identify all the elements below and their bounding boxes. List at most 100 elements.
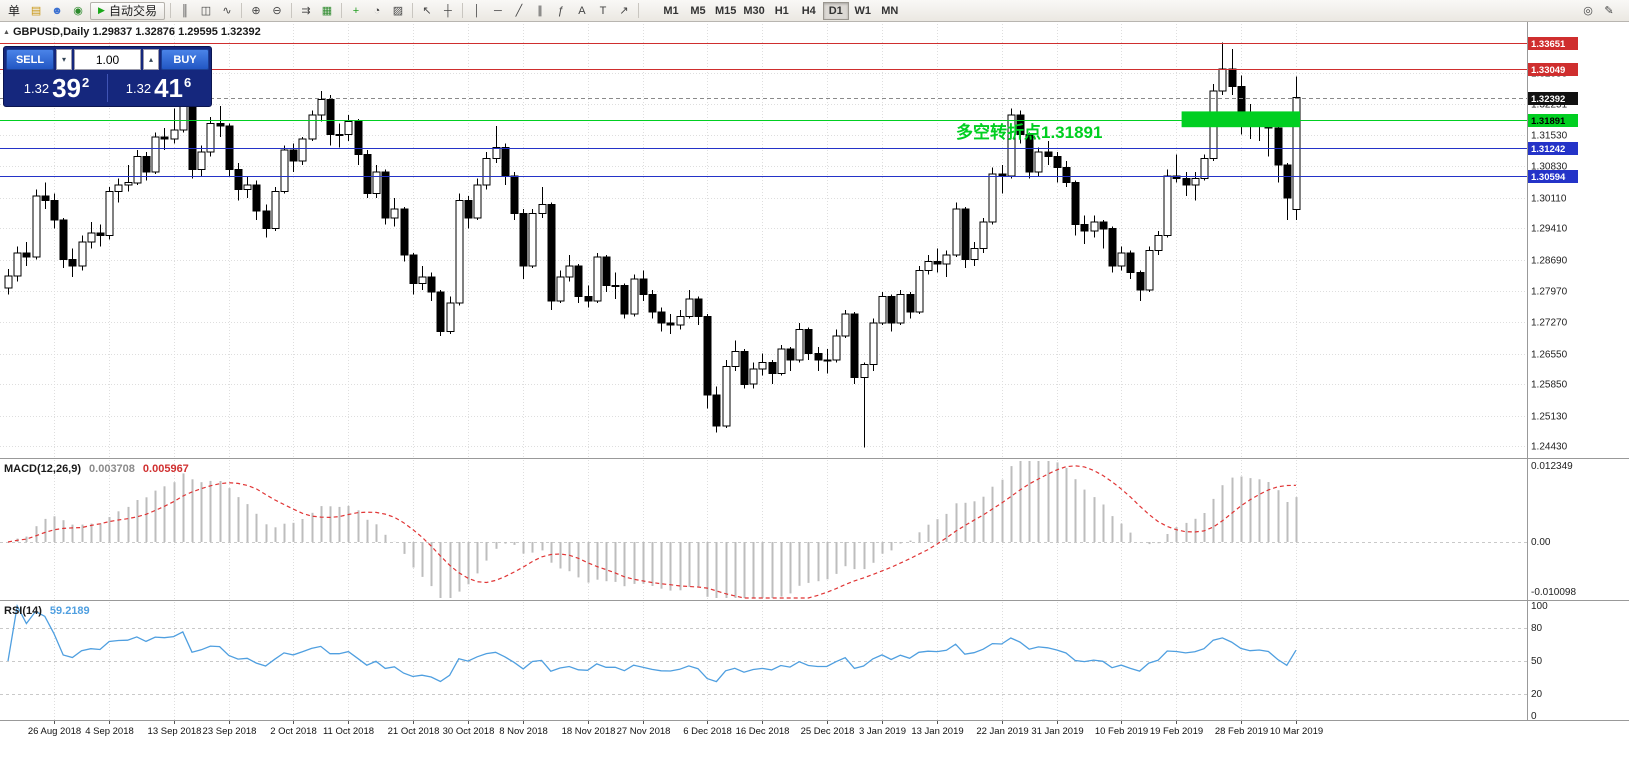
trendline-icon[interactable]: ╱ bbox=[509, 2, 529, 20]
price-badge bbox=[1528, 170, 1578, 183]
svg-text:8 Nov 2018: 8 Nov 2018 bbox=[499, 726, 548, 737]
candlestick-chart-icon[interactable]: ◫ bbox=[196, 2, 216, 20]
sell-button[interactable]: SELL bbox=[6, 49, 54, 70]
buy-price[interactable]: 1.32 41 6 bbox=[108, 72, 209, 104]
svg-text:18 Nov 2018: 18 Nov 2018 bbox=[562, 726, 616, 737]
svg-text:0.00: 0.00 bbox=[1531, 537, 1551, 548]
toolbar-separator bbox=[411, 3, 413, 18]
axis-layer: 1.329581.322511.315301.308301.301101.294… bbox=[0, 22, 1629, 722]
community-icon[interactable]: ◉ bbox=[68, 2, 88, 20]
horizontal-line-icon[interactable]: ─ bbox=[488, 2, 508, 20]
svg-text:25 Dec 2018: 25 Dec 2018 bbox=[801, 726, 855, 737]
buy-button[interactable]: BUY bbox=[161, 49, 209, 70]
svg-text:-0.010098: -0.010098 bbox=[1531, 587, 1576, 598]
sell-price-main: 1.32 bbox=[23, 80, 50, 96]
indicators-icon[interactable]: + bbox=[346, 2, 366, 20]
grid-layer bbox=[0, 24, 1527, 720]
highlight-rectangle bbox=[1181, 111, 1300, 128]
svg-text:0.012349: 0.012349 bbox=[1531, 461, 1573, 472]
svg-text:13 Sep 2018: 13 Sep 2018 bbox=[148, 726, 202, 737]
svg-text:19 Feb 2019: 19 Feb 2019 bbox=[1150, 726, 1203, 737]
svg-text:2 Oct 2018: 2 Oct 2018 bbox=[270, 726, 316, 737]
indicator-layer bbox=[7, 461, 1298, 683]
new-order-button[interactable]: 单 bbox=[4, 2, 24, 19]
zoom-in-icon[interactable]: ⊕ bbox=[246, 2, 266, 20]
sell-dropdown-icon[interactable]: ▾ bbox=[56, 49, 72, 70]
svg-text:1.30110: 1.30110 bbox=[1531, 194, 1567, 205]
svg-text:1.27970: 1.27970 bbox=[1531, 287, 1568, 298]
svg-text:1.29410: 1.29410 bbox=[1531, 224, 1568, 235]
svg-text:1.30594: 1.30594 bbox=[1531, 172, 1566, 183]
svg-text:23 Sep 2018: 23 Sep 2018 bbox=[203, 726, 257, 737]
line-chart-icon[interactable]: ∿ bbox=[217, 2, 237, 20]
rsi-header: RSI(14) 59.2189 bbox=[4, 605, 90, 617]
lot-size-input[interactable] bbox=[74, 49, 141, 70]
buy-price-big: 41 bbox=[154, 73, 183, 103]
zoom-out-icon[interactable]: ⊖ bbox=[267, 2, 287, 20]
auto-scroll-icon[interactable]: ⇉ bbox=[296, 2, 316, 20]
toolbar-separator bbox=[240, 3, 242, 18]
price-badge bbox=[1528, 114, 1578, 127]
svg-text:100: 100 bbox=[1531, 601, 1548, 612]
charts-grid-icon[interactable]: ▤ bbox=[26, 2, 46, 20]
templates-icon[interactable]: ▨ bbox=[388, 2, 408, 20]
autotrading-label: 自动交易 bbox=[108, 4, 157, 18]
chart-area: 多空转折点1.318911.329581.322511.315301.30830… bbox=[0, 22, 1629, 774]
price-badge bbox=[1528, 142, 1578, 155]
price-badge bbox=[1528, 63, 1578, 76]
svg-text:3 Jan 2019: 3 Jan 2019 bbox=[859, 726, 906, 737]
buy-price-sup: 6 bbox=[184, 75, 192, 90]
timeframe-M15[interactable]: M15 bbox=[712, 2, 739, 20]
macd-header: MACD(12,26,9) 0.003708 0.005967 bbox=[4, 463, 189, 475]
toolbar-left-group: ▤ ☻ ◉ bbox=[26, 2, 88, 20]
lot-increase-icon[interactable]: ▴ bbox=[143, 49, 159, 70]
label-icon[interactable]: T bbox=[593, 2, 613, 20]
periods-icon[interactable]: ◔ bbox=[367, 2, 387, 20]
sell-price-big: 39 bbox=[52, 73, 81, 103]
timeframe-M5[interactable]: M5 bbox=[685, 2, 711, 20]
svg-text:1.33651: 1.33651 bbox=[1531, 39, 1566, 50]
svg-text:22 Jan 2019: 22 Jan 2019 bbox=[976, 726, 1028, 737]
settings-icon[interactable]: ✎ bbox=[1599, 2, 1619, 20]
svg-text:27 Nov 2018: 27 Nov 2018 bbox=[617, 726, 671, 737]
timeframe-H4[interactable]: H4 bbox=[796, 2, 822, 20]
svg-text:16 Dec 2018: 16 Dec 2018 bbox=[736, 726, 790, 737]
svg-text:1.33049: 1.33049 bbox=[1531, 65, 1565, 76]
toolbar-separator bbox=[637, 3, 639, 18]
text-icon[interactable]: A bbox=[572, 2, 592, 20]
cursor-icon[interactable]: ↖ bbox=[417, 2, 437, 20]
date-axis-layer: 26 Aug 2018 4 Sep 2018 13 Sep 2018 23 Sep 2… bbox=[28, 721, 1323, 737]
buy-price-main: 1.32 bbox=[125, 80, 152, 96]
svg-text:1.30830: 1.30830 bbox=[1531, 162, 1568, 173]
crosshair-icon[interactable]: ┼ bbox=[438, 2, 458, 20]
timeframe-W1[interactable]: W1 bbox=[850, 2, 876, 20]
svg-text:50: 50 bbox=[1531, 656, 1543, 667]
chart-shift-icon[interactable]: ▦ bbox=[317, 2, 337, 20]
search-icon[interactable]: ◎ bbox=[1578, 2, 1598, 20]
chart-canvas[interactable]: 多空转折点1.318911.329581.322511.315301.30830… bbox=[0, 22, 1629, 774]
trade-controls-row: SELL ▾ ▴ BUY bbox=[6, 49, 209, 70]
profile-icon[interactable]: ☻ bbox=[47, 2, 67, 20]
annotation-text: 多空转折点1.31891 bbox=[956, 122, 1102, 142]
timeframe-MN[interactable]: MN bbox=[877, 2, 903, 20]
vertical-line-icon[interactable]: │ bbox=[467, 2, 487, 20]
svg-text:1.26550: 1.26550 bbox=[1531, 350, 1568, 361]
price-divider bbox=[107, 74, 108, 102]
svg-text:0: 0 bbox=[1531, 711, 1537, 722]
timeframe-M1[interactable]: M1 bbox=[658, 2, 684, 20]
channel-icon[interactable]: ∥ bbox=[530, 2, 550, 20]
svg-text:1.31242: 1.31242 bbox=[1531, 144, 1565, 155]
bar-chart-icon[interactable]: ║ bbox=[175, 2, 195, 20]
chart-symbol-icon: ▲ bbox=[3, 29, 10, 36]
arrows-icon[interactable]: ↗ bbox=[614, 2, 634, 20]
quote-prices: 1.32 39 2 1.32 41 6 bbox=[6, 72, 209, 104]
chart-title: GBPUSD,Daily 1.29837 1.32876 1.29595 1.3… bbox=[13, 26, 261, 38]
timeframe-H1[interactable]: H1 bbox=[769, 2, 795, 20]
svg-text:20: 20 bbox=[1531, 689, 1543, 700]
sell-price[interactable]: 1.32 39 2 bbox=[6, 72, 107, 104]
timeframe-M30[interactable]: M30 bbox=[740, 2, 767, 20]
autotrading-button[interactable]: ▶ 自动交易 bbox=[90, 1, 165, 20]
fibonacci-icon[interactable]: ƒ bbox=[551, 2, 571, 20]
timeframe-D1[interactable]: D1 bbox=[822, 1, 849, 20]
